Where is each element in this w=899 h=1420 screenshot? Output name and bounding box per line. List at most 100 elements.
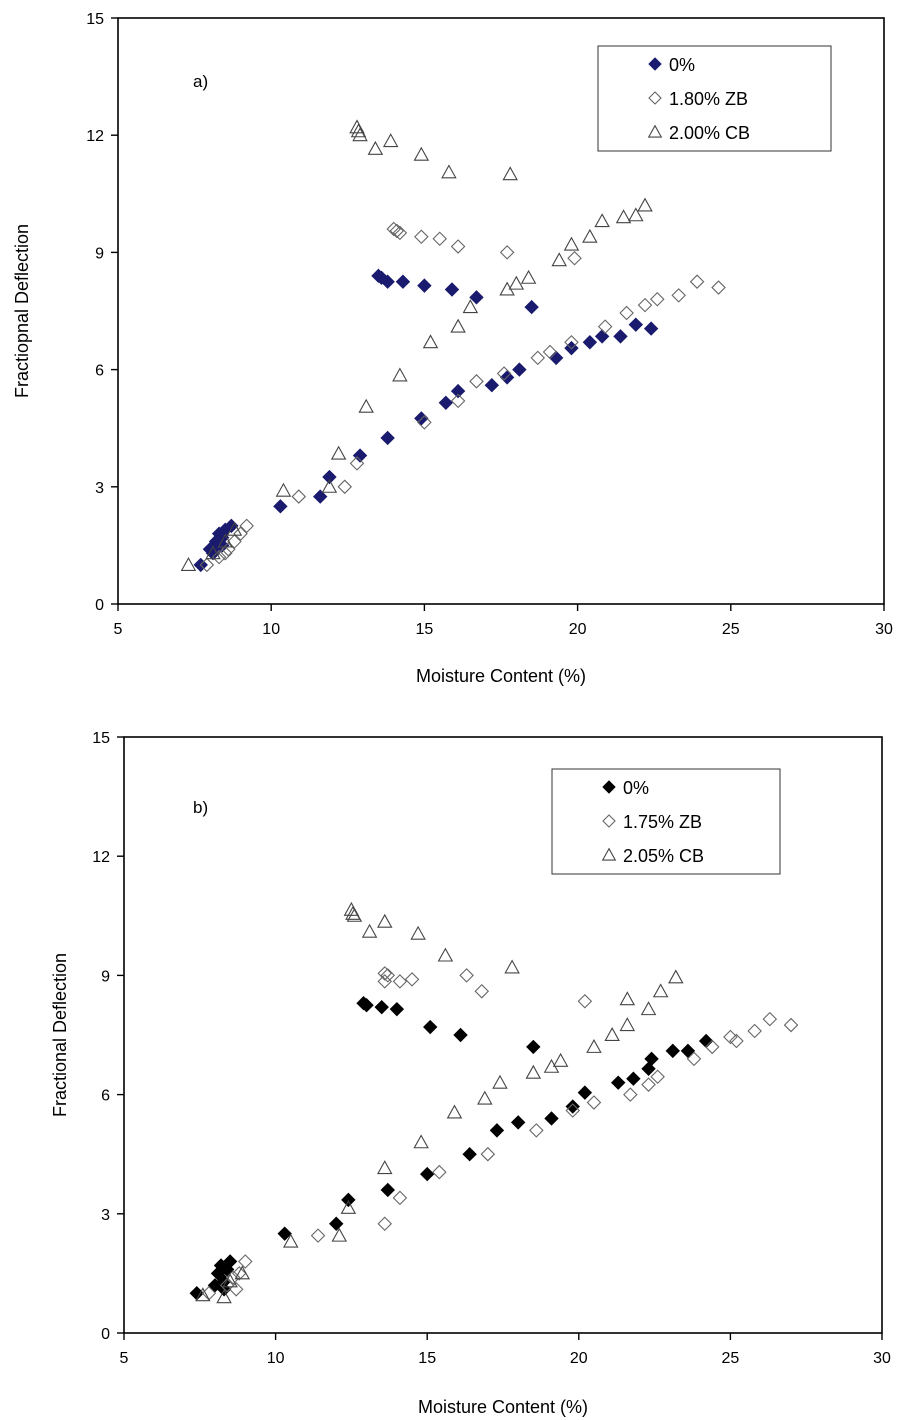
data-point	[544, 1111, 559, 1126]
data-point	[489, 1123, 505, 1138]
data-point	[564, 334, 579, 350]
data-point	[340, 1199, 357, 1214]
data-point	[422, 334, 439, 349]
data-point	[234, 1265, 251, 1280]
data-point	[386, 221, 402, 237]
data-point	[530, 350, 546, 366]
data-point	[628, 317, 644, 332]
data-point	[273, 499, 288, 514]
data-point	[377, 1216, 393, 1232]
data-point	[469, 374, 484, 389]
x-tick-label: 30	[873, 1350, 891, 1367]
y-tick-label: 15	[92, 730, 110, 747]
series-2	[199, 221, 726, 573]
x-tick-label: 10	[262, 621, 280, 638]
data-point	[499, 245, 515, 260]
panel-label: a)	[193, 72, 208, 91]
data-point	[510, 1115, 526, 1130]
data-point	[453, 1027, 468, 1043]
data-point	[313, 489, 328, 504]
x-tick-label: 5	[120, 1350, 129, 1367]
data-point	[641, 1077, 656, 1092]
chart-panel-a: 5 10 15 20 25 30 0 3 6 9 12 15 Moisture Content (%) F…	[12, 11, 893, 686]
data-point	[450, 383, 466, 399]
data-point	[565, 1099, 580, 1114]
data-point	[205, 545, 221, 560]
data-point	[337, 479, 353, 495]
data-point	[508, 275, 525, 290]
data-point	[652, 983, 669, 998]
data-point	[640, 1001, 657, 1016]
data-point	[628, 207, 644, 222]
data-point	[349, 456, 365, 471]
legend-marker	[602, 780, 616, 794]
data-point	[604, 1027, 620, 1042]
x-tick-label: 15	[418, 1350, 436, 1367]
data-point	[504, 959, 520, 974]
data-point	[444, 282, 460, 297]
data-point	[729, 1033, 744, 1049]
data-point	[474, 984, 490, 999]
data-point	[512, 362, 527, 377]
x-tick-label: 25	[722, 621, 740, 638]
data-point	[233, 526, 248, 541]
data-point	[395, 274, 411, 289]
data-point	[565, 1103, 581, 1118]
data-point	[226, 521, 243, 536]
data-point	[615, 209, 632, 224]
data-point	[747, 1023, 762, 1039]
series-1	[193, 268, 659, 573]
legend-marker	[647, 124, 663, 138]
data-point	[376, 913, 393, 928]
data-point	[484, 378, 500, 393]
data-point	[462, 1146, 477, 1162]
plot-area-frame	[123, 736, 883, 1334]
data-point	[597, 319, 613, 334]
data-point	[762, 1011, 778, 1027]
legend-box	[597, 45, 832, 152]
y-tick-label: 9	[101, 968, 110, 985]
data-point	[380, 274, 395, 289]
data-point	[352, 127, 368, 142]
data-point	[413, 1134, 429, 1149]
data-point	[582, 335, 598, 350]
data-point	[477, 1090, 493, 1105]
data-point	[352, 448, 368, 463]
data-point	[329, 1216, 344, 1231]
data-point	[450, 318, 466, 333]
data-point	[392, 367, 408, 382]
data-point	[414, 229, 429, 245]
legend-entry-label: 2.00% CB	[669, 123, 750, 143]
data-point	[524, 299, 539, 315]
data-point	[469, 290, 484, 305]
y-tick-label: 6	[95, 363, 104, 380]
data-point	[423, 1019, 438, 1035]
x-tick-label: 20	[570, 1350, 588, 1367]
data-point	[392, 225, 408, 241]
data-point	[567, 250, 582, 266]
data-point	[529, 1123, 544, 1138]
y-tick-label: 0	[95, 597, 104, 614]
data-point	[377, 966, 393, 981]
x-tick-label: 15	[416, 621, 434, 638]
data-point	[382, 133, 399, 148]
data-point	[217, 533, 233, 548]
data-point	[216, 1289, 232, 1304]
x-tick-label: 25	[722, 1350, 740, 1367]
data-point	[644, 1051, 659, 1067]
data-point	[613, 329, 628, 344]
data-point	[376, 1160, 393, 1175]
y-tick-label: 9	[95, 245, 104, 262]
data-point	[446, 1104, 463, 1119]
y-axis-label: Fractional Deflection	[50, 953, 70, 1117]
data-point	[459, 968, 474, 983]
y-tick-label: 12	[92, 849, 110, 866]
legend: 0% 1.75% ZB 2.05% CB	[551, 768, 781, 875]
data-point	[413, 146, 430, 161]
data-point	[441, 164, 457, 179]
data-point	[374, 999, 389, 1015]
data-point	[548, 350, 564, 366]
legend-entry-label: 0%	[623, 778, 649, 798]
legend-marker	[648, 57, 662, 71]
